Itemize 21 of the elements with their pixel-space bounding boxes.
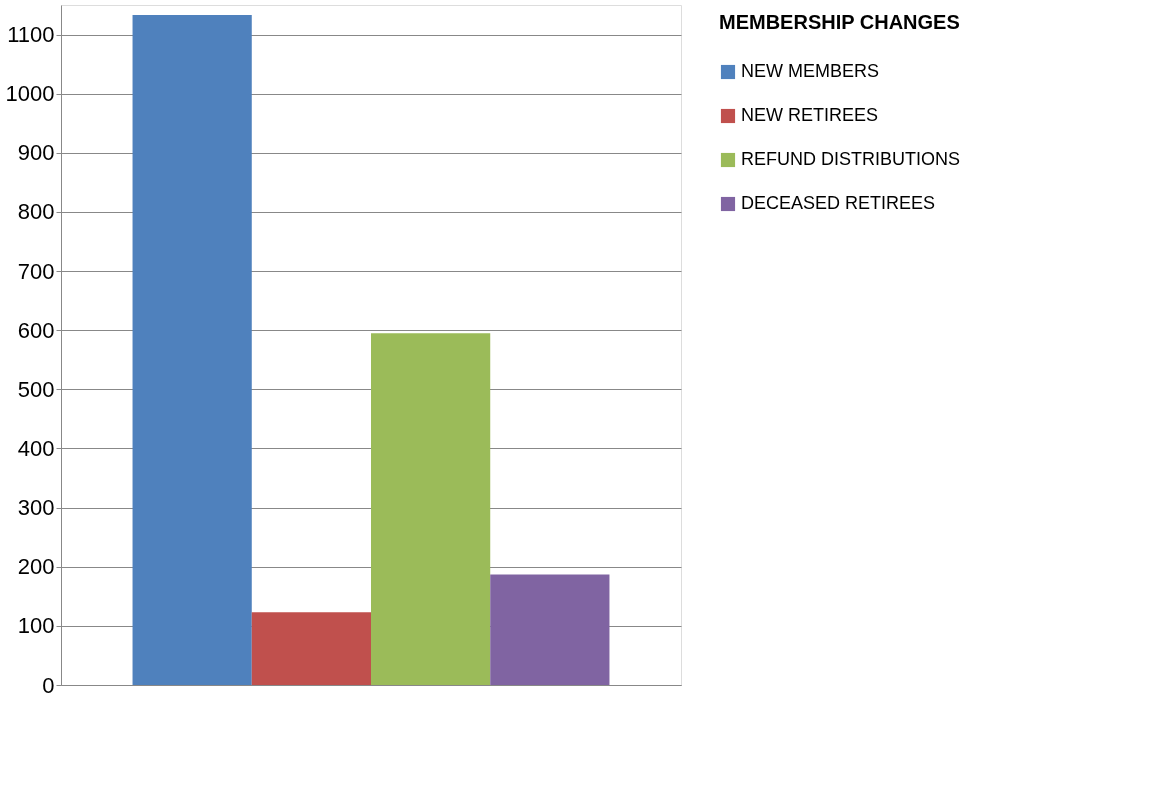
y-tick-label: 1100 <box>7 22 55 48</box>
y-tick-label: 1000 <box>5 81 55 107</box>
bar <box>371 333 491 685</box>
y-tick-label: 900 <box>17 140 55 166</box>
y-tick-label: 100 <box>17 613 55 639</box>
bar <box>251 612 371 685</box>
y-tick-label: 400 <box>17 435 55 461</box>
legend-label: DECEASED RETIREES <box>741 193 936 213</box>
y-tick-label: 0 <box>42 672 55 698</box>
legend-label: NEW RETIREES <box>741 105 879 125</box>
y-tick-label: 800 <box>17 199 55 225</box>
legend-label: NEW MEMBERS <box>741 61 880 81</box>
legend-title: MEMBERSHIP CHANGES <box>719 11 960 33</box>
y-tick-label: 700 <box>17 258 55 284</box>
bar <box>132 15 252 685</box>
y-tick-label: 500 <box>17 376 55 402</box>
bar <box>490 574 610 685</box>
legend-label: REFUND DISTRIBUTIONS <box>741 149 961 169</box>
y-tick-label: 300 <box>17 495 55 521</box>
y-tick-label: 200 <box>17 554 55 580</box>
y-tick-label: 600 <box>17 317 55 343</box>
